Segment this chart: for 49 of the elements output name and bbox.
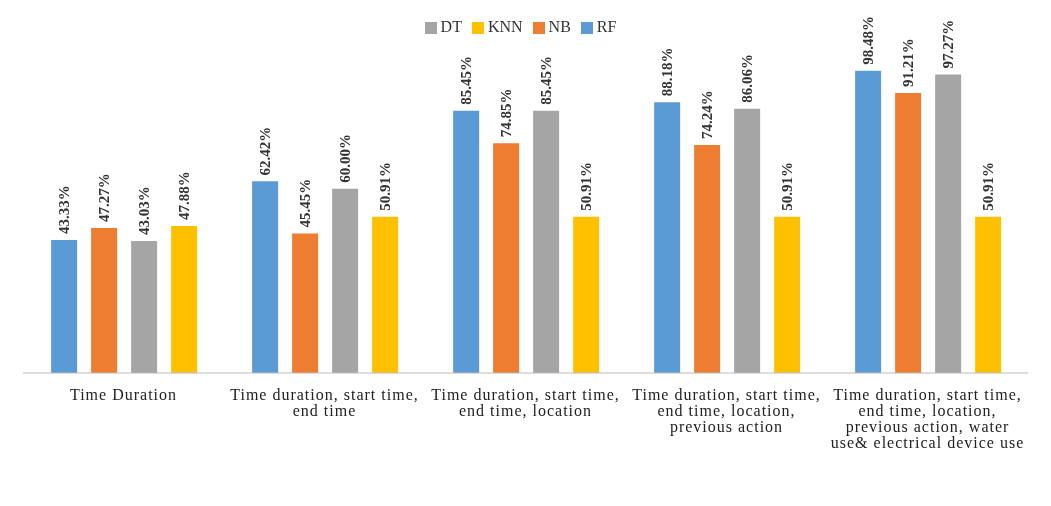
bar xyxy=(573,216,600,373)
bar xyxy=(252,181,279,373)
bar xyxy=(734,108,761,373)
legend-label: KNN xyxy=(487,18,523,35)
bar xyxy=(91,227,118,373)
data-label: 74.24% xyxy=(699,90,716,140)
data-label: 74.85% xyxy=(498,88,515,138)
data-label: 43.33% xyxy=(56,185,73,234)
data-label: 85.45% xyxy=(458,55,475,105)
data-label: 45.45% xyxy=(297,178,314,228)
bar xyxy=(131,240,158,373)
data-label: 98.48% xyxy=(860,15,877,65)
data-label: 97.27% xyxy=(940,19,957,69)
data-label: 50.91% xyxy=(578,161,595,211)
bar xyxy=(774,216,801,373)
bar xyxy=(975,216,1002,373)
data-label: 62.42% xyxy=(257,126,274,176)
bar xyxy=(895,92,922,373)
bar xyxy=(694,145,721,373)
data-label: 47.88% xyxy=(176,171,193,221)
data-label: 88.18% xyxy=(659,47,676,97)
data-label: 60.00% xyxy=(337,134,354,183)
data-label: 91.21% xyxy=(900,38,917,87)
data-label: 50.91% xyxy=(980,161,997,211)
x-tick-label: Time duration, start time, end time xyxy=(230,386,419,420)
bar xyxy=(855,70,882,373)
legend-label: RF xyxy=(596,18,617,35)
bar xyxy=(372,216,399,373)
bar xyxy=(935,74,962,373)
legend-label: NB xyxy=(548,18,571,35)
bar xyxy=(654,102,681,373)
bar xyxy=(493,143,520,373)
data-label: 85.45% xyxy=(538,55,555,105)
bar xyxy=(533,110,560,373)
x-tick-label: Time Duration xyxy=(69,386,178,404)
bar xyxy=(51,239,78,373)
data-label: 86.06% xyxy=(739,54,756,103)
x-tick-label: Time duration, start time, end time, location xyxy=(431,386,620,420)
bar xyxy=(332,188,359,373)
x-tick-label: Time duration, start time, end time, location, previous action, water use& electrical device use xyxy=(830,386,1025,452)
bar xyxy=(453,110,480,373)
data-label: 47.27% xyxy=(96,173,113,222)
data-label: 50.91% xyxy=(779,161,796,211)
bar xyxy=(171,226,198,373)
bar xyxy=(292,233,319,373)
data-label: 50.91% xyxy=(377,161,394,211)
x-tick-label: Time duration, start time, end time, location, previous action xyxy=(632,386,821,437)
legend-label: DT xyxy=(440,18,462,35)
data-label: 43.03% xyxy=(136,186,153,235)
